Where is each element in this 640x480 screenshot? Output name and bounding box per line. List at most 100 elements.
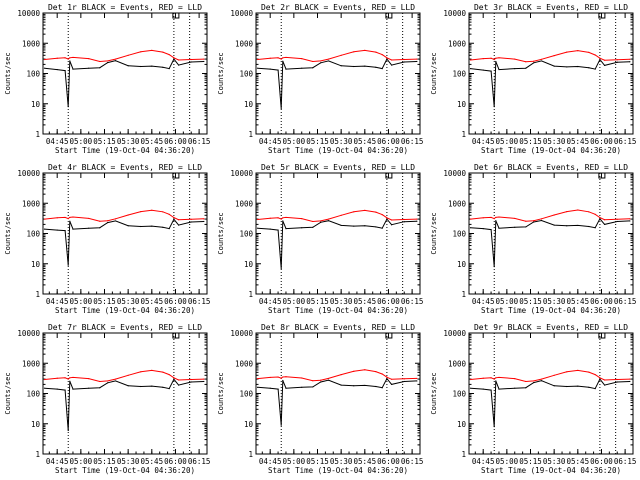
events-point [162, 226, 164, 228]
x-tick-label: 06:00 [590, 297, 613, 306]
lld-point [190, 218, 192, 220]
plot-frame [255, 12, 421, 135]
y-axis-label: Counts/sec [4, 212, 12, 254]
events-point [599, 378, 601, 380]
x-tick-label: 05:30 [543, 457, 566, 466]
x-tick-label: 05:15 [306, 457, 329, 466]
x-tick-label: 05:45 [141, 457, 164, 466]
chart-panel-5: Det 5r BLACK = Events, RED = LLD10000100… [217, 163, 423, 315]
lld-point [533, 380, 535, 382]
events-point [375, 66, 377, 68]
y-tick-label: 10 [244, 420, 254, 429]
lld-point [269, 376, 271, 379]
lld-point [381, 54, 383, 56]
events-point [72, 68, 74, 70]
lld-point [72, 216, 74, 218]
events-point [107, 382, 109, 384]
x-tick-label: 06:00 [164, 297, 187, 306]
chart-panel-9: Det 9r BLACK = Events, RED = LLD10000100… [430, 323, 636, 475]
events-point [594, 388, 596, 390]
events-point [151, 225, 153, 227]
lld-point [173, 377, 175, 379]
chart-title: Det 7r BLACK = Events, RED = LLD [48, 323, 202, 332]
lld-point [312, 60, 314, 63]
plot-frame [42, 332, 208, 455]
lld-point [416, 58, 418, 60]
events-point [114, 220, 117, 222]
events-point [162, 386, 164, 388]
lld-point [482, 58, 484, 60]
series-events-line [44, 378, 204, 431]
lld-point [107, 220, 109, 222]
lld-point [140, 51, 142, 53]
x-tick-label: 06:00 [590, 457, 613, 466]
lld-point [88, 217, 90, 220]
lld-point [99, 60, 101, 63]
lld-point [320, 60, 322, 62]
lld-point [525, 220, 527, 222]
events-point [553, 385, 555, 387]
y-tick-label: 1 [35, 450, 40, 459]
y-tick-label: 1 [248, 290, 253, 299]
lld-point [540, 218, 543, 220]
events-point [566, 66, 568, 68]
lld-point [114, 218, 117, 220]
lld-point [498, 57, 500, 59]
lld-point [203, 218, 205, 220]
y-tick-label: 100 [239, 230, 253, 239]
y-tick-label: 10 [31, 100, 41, 109]
events-point [114, 60, 117, 62]
x-tick-label: 05:45 [354, 297, 377, 306]
events-point [285, 68, 287, 70]
events-point [282, 60, 284, 62]
x-tick-label: 05:45 [567, 137, 590, 146]
x-tick-label: 04:45 [472, 297, 495, 306]
lld-point [375, 51, 377, 53]
x-tick-label: 05:30 [330, 457, 353, 466]
y-tick-label: 1000 [22, 39, 41, 48]
lld-point [285, 56, 287, 59]
x-tick-label: 05:30 [330, 297, 353, 306]
lld-point [381, 214, 383, 216]
events-point [498, 388, 500, 390]
events-point [151, 385, 153, 387]
x-tick-label: 05:30 [117, 457, 140, 466]
lld-point [99, 220, 101, 222]
events-point [168, 68, 170, 70]
events-point [381, 227, 383, 229]
events-point [178, 224, 180, 226]
events-point [69, 60, 71, 62]
events-point [482, 69, 484, 71]
events-point [88, 227, 90, 229]
events-point [353, 65, 355, 68]
lld-point [391, 59, 393, 61]
y-tick-label: 1000 [235, 199, 254, 208]
y-tick-label: 1 [35, 130, 40, 139]
x-tick-label: 05:00 [70, 137, 93, 146]
x-tick-label: 05:00 [70, 457, 93, 466]
lld-point [482, 217, 484, 219]
y-tick-label: 1000 [22, 199, 41, 208]
events-point [525, 67, 527, 69]
y-tick-label: 100 [239, 390, 253, 399]
lld-point [353, 51, 355, 53]
chart-panel-8: Det 8r BLACK = Events, RED = LLD10000100… [217, 323, 423, 475]
lld-point [416, 218, 418, 220]
chart-title: Det 4r BLACK = Events, RED = LLD [48, 163, 202, 172]
lld-point [56, 377, 58, 379]
y-tick-label: 1000 [448, 199, 467, 208]
x-tick-label: 05:30 [117, 297, 140, 306]
events-point [56, 388, 58, 390]
events-point [88, 387, 90, 389]
events-point [312, 386, 314, 388]
lld-point [629, 58, 631, 60]
events-point [56, 229, 58, 231]
x-tick-label: 04:45 [259, 137, 282, 146]
lld-point [64, 216, 66, 219]
lld-point [375, 211, 377, 213]
events-point [178, 64, 180, 66]
events-point [301, 67, 303, 69]
events-point [353, 385, 355, 387]
events-point [340, 224, 342, 227]
